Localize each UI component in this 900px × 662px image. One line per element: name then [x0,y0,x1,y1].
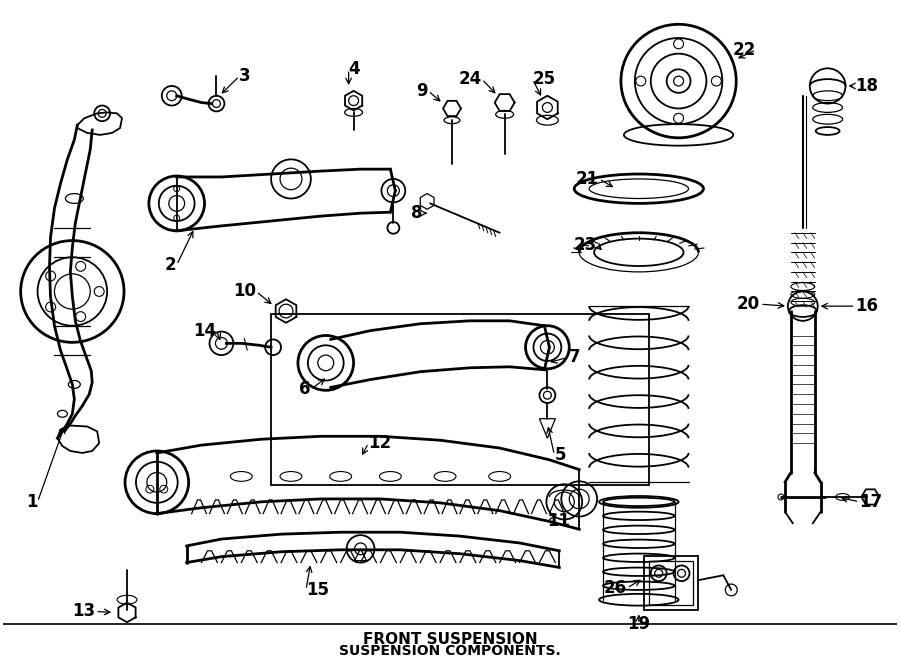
Text: 17: 17 [860,493,883,511]
Bar [644,555,698,610]
Text: 5: 5 [554,446,566,464]
Text: 2: 2 [165,256,176,274]
Text: 6: 6 [300,381,310,399]
Text: 22: 22 [733,41,756,59]
Text: 11: 11 [547,512,571,530]
Text: SUSPENSION COMPONENTS.: SUSPENSION COMPONENTS. [339,643,561,658]
Text: 23: 23 [574,236,597,254]
Text: 4: 4 [348,60,360,78]
Bar [649,561,694,604]
Text: 8: 8 [410,204,422,222]
Text: 20: 20 [737,295,760,313]
Text: 16: 16 [856,297,878,315]
Text: 14: 14 [194,322,217,340]
Text: 21: 21 [576,170,599,188]
Text: 7: 7 [570,348,580,366]
Text: 18: 18 [856,77,878,95]
Text: 25: 25 [533,70,555,88]
Bar [271,314,649,485]
Text: 19: 19 [627,615,651,633]
Text: 9: 9 [417,82,428,100]
Text: 10: 10 [233,283,256,301]
Text: 13: 13 [72,602,95,620]
Text: 15: 15 [306,581,328,599]
Text: 3: 3 [239,67,251,85]
Text: 1: 1 [26,493,38,511]
Text: 12: 12 [368,434,392,452]
Text: 26: 26 [604,579,627,597]
Text: 24: 24 [459,70,482,88]
Text: FRONT SUSPENSION: FRONT SUSPENSION [363,632,537,647]
